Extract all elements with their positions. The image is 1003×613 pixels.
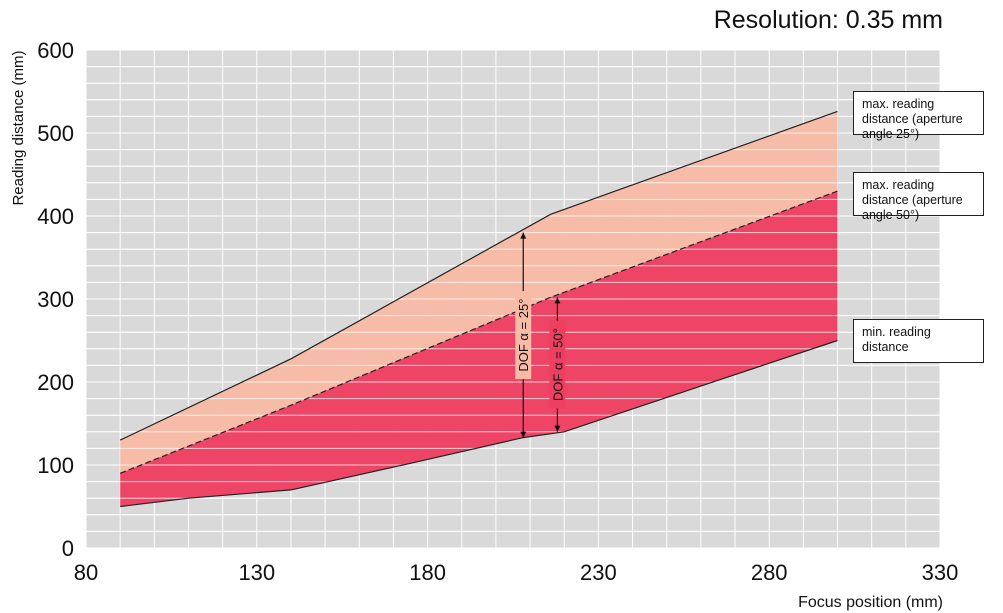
x-tick-label: 80 [74,560,98,585]
dof-arrow-head [554,425,561,432]
y-tick-label: 100 [37,453,74,478]
dof-label-bg [515,291,532,380]
x-axis-label: Focus position (mm) [798,594,943,611]
chart-title: Resolution: 0.35 mm [713,6,943,34]
y-tick-label: 300 [37,287,74,312]
dof-arrow-head [520,232,527,239]
y-axis-label: Reading distance (mm) [10,50,27,205]
x-tick-label: 280 [751,560,788,585]
y-tick-label: 200 [37,370,74,395]
dof-arrow-head [520,431,527,438]
legend-max-50: max. reading distance (aperture angle 50… [853,172,984,222]
x-tick-label: 330 [922,560,959,585]
y-tick-label: 400 [37,204,74,229]
legend-max-25: max. reading distance (aperture angle 25… [853,91,984,141]
area-dof-25 [120,111,838,474]
y-tick-label: 0 [62,536,74,561]
legend-min: min. reading distance [853,319,984,363]
dof-label: DOF α = 25° [516,299,531,372]
series-line-min [120,339,838,508]
dof-label-bg [549,320,566,409]
legend-max-25-text: max. reading distance (aperture angle 25… [862,97,963,141]
series-line-max-50 [119,190,838,474]
legend-max-50-text: max. reading distance (aperture angle 50… [862,178,963,222]
y-tick-label: 600 [37,38,74,63]
x-tick-label: 130 [238,560,275,585]
dof-arrow-head [554,297,561,304]
grid-overlay [86,49,940,549]
series-line-max-25 [119,110,838,441]
dof-label: DOF α = 50° [550,328,565,401]
legend-min-text: min. reading distance [862,325,931,354]
x-tick-label: 230 [580,560,617,585]
x-tick-label: 180 [409,560,446,585]
y-tick-label: 500 [37,121,74,146]
